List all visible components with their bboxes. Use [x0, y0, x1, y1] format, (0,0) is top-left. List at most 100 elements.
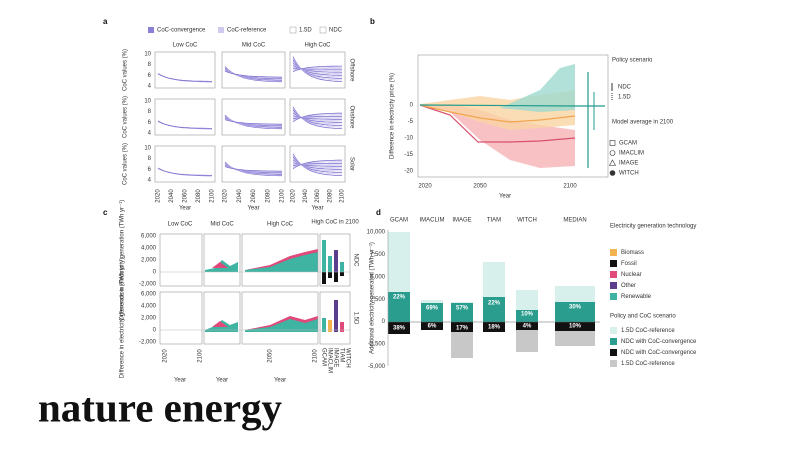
y-tick: -5,000 [368, 364, 386, 370]
journal-logo: nature energy [38, 384, 283, 430]
x-tick: 2050 [473, 184, 487, 190]
x-tick: 2060 [183, 189, 189, 203]
curve [224, 70, 282, 78]
plot-frame [417, 54, 609, 178]
x-tick: 2100 [210, 189, 216, 203]
legend-swatch [319, 26, 327, 34]
y-tick: 6 [148, 167, 152, 173]
y-tick: 4,000 [141, 304, 157, 310]
subplot-frame [319, 233, 351, 287]
y-tick: -2,000 [139, 282, 157, 288]
model-label: MEDIAN [563, 218, 586, 224]
y-label: CoC values (%) [123, 143, 129, 185]
y-tick: 2,000 [141, 316, 157, 322]
legend-title: Model average in 2100 [612, 120, 674, 126]
y-tick: -10 [404, 136, 413, 142]
bar-label: 30% [569, 305, 582, 311]
legend-label: NDC with CoC-convergence [621, 350, 697, 356]
x-tick: 2100 [340, 189, 346, 203]
y-tick: -5 [408, 119, 414, 125]
bar-label: 69% [426, 306, 439, 312]
x-tick: 2020 [291, 189, 297, 203]
y-tick: 7,500 [370, 252, 386, 258]
model-label: GCAM [320, 348, 326, 366]
y-label: Difference in electricity generation (TW… [120, 258, 126, 378]
legend-label: NDC [618, 85, 632, 91]
panel-b-shapes [419, 64, 605, 168]
legend-label: Fossil [621, 261, 637, 267]
x-tick: 2100 [198, 349, 204, 363]
x-tick: 2060 [251, 189, 257, 203]
x-tick: 2100 [280, 189, 286, 203]
panel-c-shapes [205, 240, 344, 332]
y-tick: 4 [148, 178, 152, 184]
legend-label: Other [621, 283, 636, 289]
curve [157, 73, 212, 82]
subplot-frame [203, 233, 241, 287]
bar-label: 6% [428, 324, 437, 330]
y-tick: 5,000 [370, 274, 386, 280]
x-label: Year [174, 378, 186, 384]
y-tick: 0 [382, 319, 386, 325]
legend-swatch [148, 27, 154, 33]
curve [157, 168, 212, 176]
x-tick: 2020 [163, 349, 169, 363]
y-tick: 10 [144, 99, 151, 105]
row-label: 1.5D [352, 312, 358, 325]
model-label: GCAM [390, 218, 408, 224]
legend-swatch [610, 360, 617, 367]
y-tick: 6 [148, 73, 152, 79]
bar-label: 17% [456, 326, 469, 332]
x-tick: 2080 [265, 189, 271, 203]
legend-title: Policy and CoC scenario [610, 314, 676, 320]
subplot-frame [289, 51, 346, 89]
y-tick: -2,000 [139, 340, 157, 346]
x-tick: 2100 [313, 349, 319, 363]
legend-swatch [610, 249, 617, 256]
panel-label: c [103, 208, 108, 217]
y-tick: 4 [148, 131, 152, 137]
curve [224, 119, 282, 125]
x-label: Year [499, 194, 511, 200]
curve [157, 121, 212, 129]
model-label: TIAM [338, 348, 344, 362]
bar-label: 22% [393, 295, 406, 301]
subplot-frame [221, 51, 286, 89]
y-tick: 10 [144, 146, 151, 152]
subplot-frame [203, 291, 241, 345]
x-label: Year [311, 206, 323, 212]
y-tick: 10,000 [367, 230, 386, 236]
y-tick: 6,000 [141, 234, 157, 240]
x-tick: 2050 [268, 349, 274, 363]
panel-d-shapes [387, 230, 600, 366]
legend-marker [609, 150, 616, 156]
x-tick: 2060 [315, 189, 321, 203]
y-tick: 8 [148, 156, 152, 162]
column-title: Low CoC [173, 43, 198, 49]
bar-label: 38% [393, 326, 406, 332]
row-label: Solar [348, 157, 354, 171]
subplot-frame [154, 98, 216, 136]
subplot-frame [289, 98, 346, 136]
y-label: Additional electricity generated (TWh yr… [370, 242, 376, 354]
x-label: Year [216, 378, 228, 384]
y-tick: 2,000 [141, 258, 157, 264]
y-tick: 8 [148, 109, 152, 115]
bar-label: 18% [488, 325, 501, 331]
x-tick: 2020 [156, 189, 162, 203]
bar-label: 4% [523, 324, 532, 330]
y-tick: 4 [148, 84, 152, 90]
bar-label: 10% [569, 324, 582, 330]
subplot-frame [221, 98, 286, 136]
bar-label: 57% [456, 306, 469, 312]
legend-label: IMACLIM [619, 151, 644, 157]
legend-label: 1.5D [299, 28, 312, 34]
legend-label: NDC [329, 28, 343, 34]
y-tick: 2,500 [370, 297, 386, 303]
subplot-frame [159, 233, 203, 287]
bar-label: 10% [521, 312, 534, 318]
legend-marker [608, 159, 617, 166]
legend-swatch [610, 349, 617, 356]
panel-label: d [376, 208, 381, 217]
y-tick: -20 [404, 169, 413, 175]
